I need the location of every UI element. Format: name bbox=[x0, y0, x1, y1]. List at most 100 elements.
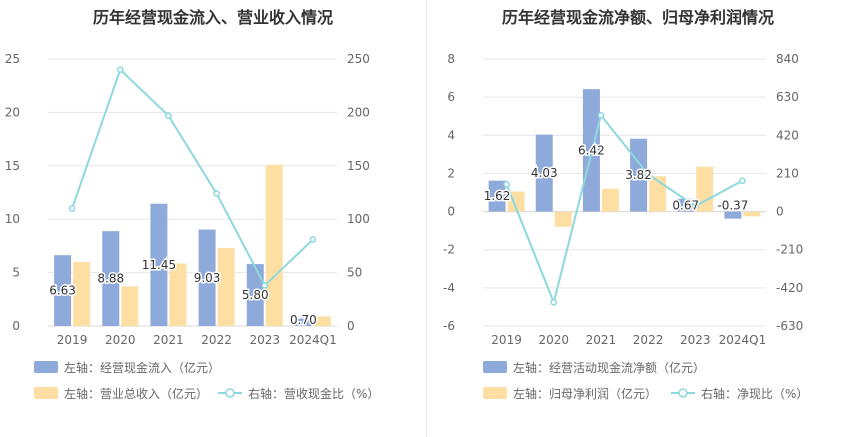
c1-x-tick: 2022 bbox=[201, 333, 232, 347]
c2-left-tick: -2 bbox=[443, 243, 455, 257]
c1-bar-a bbox=[102, 231, 120, 326]
c1-data-label: 0.70 bbox=[290, 313, 317, 327]
c1-legend-swatch bbox=[34, 387, 58, 399]
c2-left-tick: 0 bbox=[447, 205, 455, 219]
c2-right-tick: 420 bbox=[776, 128, 799, 142]
c2-right-tick: 210 bbox=[776, 166, 799, 180]
c1-bar-a bbox=[150, 203, 168, 326]
c2-ratio-line bbox=[505, 113, 743, 306]
c2-legend-swatch bbox=[483, 387, 507, 399]
c1-right-tick: 250 bbox=[347, 52, 370, 66]
c2-data-label: 3.82 bbox=[625, 168, 652, 182]
c2-ratio-point bbox=[691, 202, 699, 210]
c1-legend-marker bbox=[225, 388, 235, 398]
c1-x-tick: 2019 bbox=[57, 333, 88, 347]
c2-bar-a bbox=[724, 211, 742, 219]
c2-bar-b bbox=[649, 176, 667, 212]
c1-ratio-point bbox=[68, 205, 76, 212]
chart-2-title: 历年经营现金流净额、归母净利润情况 bbox=[501, 8, 774, 27]
c2-legend-label: 左轴：归母净利润（亿元） bbox=[513, 386, 657, 401]
c2-bar-a bbox=[535, 134, 553, 212]
c1-bar-b bbox=[121, 286, 139, 326]
c1-bar-a bbox=[294, 318, 312, 326]
c2-bar-b bbox=[601, 188, 619, 212]
c2-bar-b bbox=[696, 166, 714, 212]
c2-ratio-point bbox=[550, 299, 558, 306]
c2-ratio-point bbox=[739, 177, 746, 185]
c1-left-tick: 20 bbox=[5, 105, 20, 119]
c2-x-tick: 2023 bbox=[680, 333, 711, 347]
c2-data-label: 6.42 bbox=[578, 143, 605, 157]
c2-right-tick: -630 bbox=[776, 319, 803, 333]
c1-right-tick: 150 bbox=[347, 159, 370, 173]
c2-data-label: 4.03 bbox=[531, 166, 558, 180]
c2-legend-swatch bbox=[483, 361, 507, 373]
c1-data-label: 11.45 bbox=[142, 258, 176, 272]
c1-legend-label: 左轴：经营现金流入（亿元） bbox=[64, 360, 220, 375]
c2-x-tick: 2021 bbox=[586, 333, 617, 347]
c2-x-tick: 2020 bbox=[538, 333, 569, 347]
c2-left-tick: 4 bbox=[447, 128, 455, 142]
c1-data-label: 8.88 bbox=[97, 272, 124, 286]
c1-data-label: 9.03 bbox=[194, 271, 221, 285]
c1-left-tick: 25 bbox=[5, 52, 20, 66]
c1-right-tick: 100 bbox=[347, 212, 370, 226]
c1-ratio-point bbox=[213, 190, 220, 197]
c2-data-label: 0.67 bbox=[672, 199, 699, 213]
chart-2: -6 -4 -2 0 2 4 6 8 -630 -420 -210 0 210 420 630 840 2019… bbox=[443, 52, 808, 401]
c2-ratio-point bbox=[597, 111, 605, 119]
c2-data-label: -0.37 bbox=[717, 199, 748, 213]
c1-ratio-point bbox=[165, 112, 172, 119]
c1-x-tick: 2020 bbox=[105, 333, 136, 347]
c2-x-tick: 2022 bbox=[633, 333, 664, 347]
c1-x-tick: 2021 bbox=[153, 333, 184, 347]
c1-bar-a bbox=[54, 255, 72, 326]
c2-legend-label: 右轴：净现比（%） bbox=[701, 386, 808, 401]
c2-right-tick: 0 bbox=[776, 205, 784, 219]
c2-bar-a bbox=[488, 180, 506, 212]
c1-left-tick: 10 bbox=[5, 212, 20, 226]
c2-right-tick: -210 bbox=[776, 243, 803, 257]
c1-x-tick: 2023 bbox=[249, 333, 280, 347]
c2-left-tick: -4 bbox=[443, 281, 455, 295]
c1-bar-b bbox=[217, 248, 235, 326]
c1-legend-swatch bbox=[34, 361, 58, 373]
c1-bar-b bbox=[73, 261, 91, 326]
c1-legend-label: 右轴：营收现金比（%） bbox=[248, 386, 379, 401]
c1-ratio-point bbox=[309, 236, 317, 243]
chart-1-title: 历年经营现金流入、营业收入情况 bbox=[92, 8, 333, 27]
c2-data-label: 1.62 bbox=[484, 189, 511, 203]
c2-x-tick: 2024Q1 bbox=[719, 333, 767, 347]
c1-ratio-point bbox=[116, 66, 124, 74]
c1-data-label: 6.63 bbox=[49, 284, 76, 298]
c2-bar-b bbox=[554, 211, 572, 227]
c2-left-tick: 8 bbox=[447, 52, 455, 66]
c2-x-tick: 2019 bbox=[491, 333, 522, 347]
c1-left-tick: 5 bbox=[12, 266, 20, 280]
c1-bar-b bbox=[169, 263, 187, 326]
c2-legend-marker bbox=[678, 388, 688, 398]
panel-divider bbox=[426, 0, 427, 437]
c1-x-tick: 2024Q1 bbox=[289, 333, 337, 347]
c1-right-tick: 50 bbox=[347, 266, 362, 280]
c2-left-tick: 2 bbox=[447, 166, 455, 180]
c1-bar-b bbox=[313, 316, 331, 326]
c2-right-tick: -420 bbox=[776, 281, 803, 295]
c2-bar-b bbox=[743, 211, 761, 217]
c2-ratio-point bbox=[503, 180, 510, 188]
c1-bar-b bbox=[265, 164, 283, 326]
c1-left-tick: 0 bbox=[12, 319, 20, 333]
c1-bar-a bbox=[198, 229, 216, 326]
c1-bar-a bbox=[246, 264, 264, 326]
c1-ratio-line bbox=[71, 67, 314, 288]
c2-left-tick: -6 bbox=[443, 319, 455, 333]
c2-left-tick: 6 bbox=[447, 90, 455, 104]
c2-right-tick: 840 bbox=[776, 52, 799, 66]
c2-legend-label: 左轴：经营活动现金流净额（亿元） bbox=[513, 360, 705, 375]
c1-data-label: 5.80 bbox=[242, 288, 269, 302]
c2-ratio-point bbox=[644, 170, 652, 178]
c1-right-tick: 0 bbox=[347, 319, 355, 333]
c1-right-tick: 200 bbox=[347, 105, 370, 119]
c1-legend-label: 左轴：营业总收入（亿元） bbox=[64, 386, 208, 401]
